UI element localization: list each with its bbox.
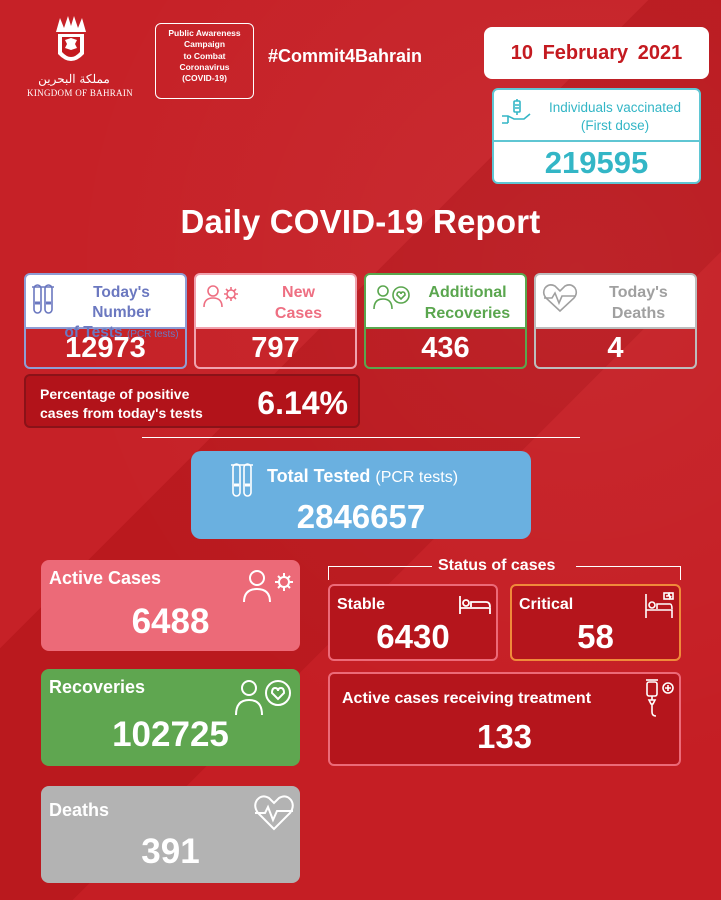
total-tested-box: Total Tested (PCR tests) 2846657 — [191, 451, 531, 539]
syringe-hand-icon — [502, 99, 531, 124]
deaths-value: 391 — [141, 832, 200, 871]
percentage-label-line2: cases from today's tests — [40, 404, 203, 421]
positive-percentage-box: Percentage of positive cases from today'… — [24, 374, 360, 428]
stat-tests-label: Today's Number of Tests (PCR tests) — [62, 283, 181, 343]
heartbeat-icon — [254, 795, 294, 831]
stat-deaths-label: Today's Deaths — [586, 283, 691, 325]
campaign-line: to Combat — [183, 50, 226, 61]
stat-recoveries-label: Additional Recoveries — [414, 283, 521, 325]
total-tested-value: 2846657 — [296, 498, 426, 535]
emblem-arabic-text: مملكة البحرين — [38, 72, 110, 86]
active-cases-label: Active Cases — [49, 568, 162, 588]
status-of-cases-title: Status of cases — [438, 557, 556, 574]
iv-drip-icon — [646, 679, 674, 717]
total-tested-sub: (PCR tests) — [375, 469, 459, 486]
stat-new-cases: New Cases 797 — [194, 273, 357, 369]
test-tubes-icon — [32, 284, 54, 314]
positive-percentage-label: Percentage of positive cases from today'… — [40, 385, 203, 422]
stat-tests: Today's Number of Tests (PCR tests) 1297… — [24, 273, 187, 369]
status-bracket-tick — [680, 566, 681, 580]
person-virus-icon — [203, 285, 238, 308]
vaccinated-label-line1: Individuals vaccinated — [548, 100, 682, 115]
heartbeat-icon — [542, 284, 578, 313]
stat-head: Today's Deaths — [534, 273, 697, 329]
stat-label-line1: Today's — [609, 284, 668, 301]
person-heart-icon — [373, 285, 410, 310]
stat-label-line2: of Tests — [64, 324, 123, 342]
stat-label-sub: (PCR tests) — [126, 329, 179, 341]
stat-recoveries: Additional Recoveries 436 — [364, 273, 527, 369]
stat-deaths-value: 4 — [534, 329, 697, 369]
stable-value: 6430 — [376, 618, 450, 655]
stat-head: Additional Recoveries — [364, 273, 527, 329]
stat-head: New Cases — [194, 273, 357, 329]
stat-deaths: Today's Deaths 4 — [534, 273, 697, 369]
deaths-label: Deaths — [49, 800, 110, 820]
stable-label: Stable — [337, 596, 386, 613]
stat-label-line2: Cases — [274, 304, 323, 322]
campaign-line: Public Awareness — [168, 28, 241, 38]
status-bracket-line — [576, 566, 681, 567]
stat-label-line1: New — [282, 284, 315, 301]
hashtag: #Commit4Bahrain — [268, 46, 423, 66]
divider — [494, 140, 699, 142]
critical-value: 58 — [577, 618, 614, 655]
person-heart-icon — [235, 680, 291, 716]
status-bracket-tick — [328, 566, 329, 580]
treatment-value: 133 — [476, 718, 533, 755]
stat-label-line2: Recoveries — [424, 304, 511, 322]
test-tubes-icon — [231, 463, 253, 497]
stat-head: Today's Number of Tests (PCR tests) — [24, 273, 187, 341]
status-bracket-line — [328, 566, 432, 567]
campaign-badge: Public Awareness Campaign to Combat Coro… — [155, 23, 254, 99]
stat-label-line2: Deaths — [611, 304, 666, 322]
campaign-line: Coronavirus — [179, 61, 230, 72]
vaccinated-label: Individuals vaccinated (First dose) — [530, 99, 700, 135]
active-cases-card: Active Cases 6488 — [41, 560, 300, 651]
treatment-box: Active cases receiving treatment 133 — [328, 672, 681, 766]
recoveries-card: Recoveries 102725 — [41, 669, 300, 766]
stat-new-cases-label: New Cases — [246, 283, 351, 325]
critical-box: Critical 58 — [510, 584, 681, 661]
campaign-line: Campaign — [183, 39, 226, 50]
stat-recoveries-value: 436 — [364, 329, 527, 369]
recoveries-value: 102725 — [112, 715, 229, 754]
bed-icon — [459, 596, 491, 614]
divider — [142, 437, 580, 438]
total-tested-label-text: Total Tested — [267, 466, 371, 486]
page-title: Daily COVID-19 Report — [180, 203, 541, 240]
stat-tests-value: 12973 — [24, 329, 187, 369]
bahrain-emblem-icon — [56, 16, 86, 61]
vaccinated-label-line2: (First dose) — [580, 118, 650, 134]
hospital-bed-icon — [645, 592, 674, 618]
report-date: 10 February 2021 — [484, 27, 709, 79]
active-cases-value: 6488 — [131, 602, 210, 641]
vaccinated-value: 219595 — [544, 145, 649, 180]
recoveries-label: Recoveries — [49, 677, 146, 697]
percentage-label-line1: Percentage of positive — [40, 386, 190, 402]
vaccinated-box: Individuals vaccinated (First dose) 2195… — [492, 88, 701, 184]
emblem-english-text: KINGDOM OF BAHRAIN — [27, 88, 133, 98]
deaths-card: Deaths 391 — [41, 786, 300, 883]
stable-box: Stable 6430 — [328, 584, 498, 661]
campaign-line: (COVID-19) — [182, 73, 227, 84]
stat-label-line1: Additional — [428, 284, 507, 301]
total-tested-label: Total Tested (PCR tests) — [267, 466, 458, 487]
treatment-label: Active cases receiving treatment — [342, 690, 592, 707]
person-virus-icon — [243, 570, 293, 603]
stat-new-cases-value: 797 — [194, 329, 357, 369]
critical-label: Critical — [519, 596, 574, 613]
stat-label-line1: Today's Number — [92, 284, 151, 322]
positive-percentage-value: 6.14% — [257, 385, 348, 421]
